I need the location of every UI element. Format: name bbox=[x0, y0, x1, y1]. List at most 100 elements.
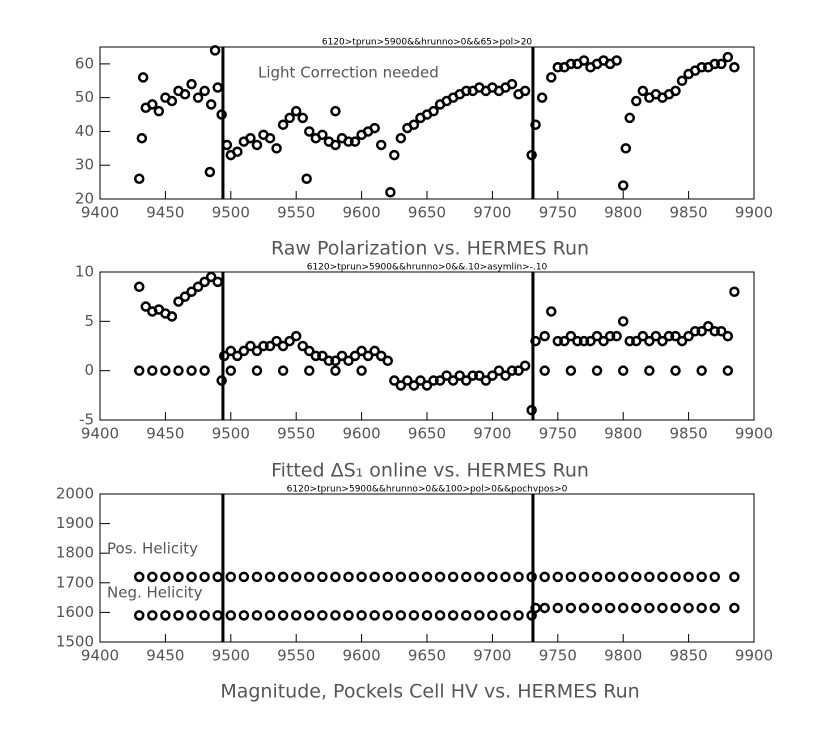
x-tick-label: 9650 bbox=[408, 204, 446, 222]
marker bbox=[375, 139, 387, 151]
marker bbox=[421, 610, 433, 621]
marker bbox=[133, 571, 145, 583]
marker bbox=[317, 610, 328, 621]
x-tick-label: 9400 bbox=[81, 647, 119, 665]
marker bbox=[238, 610, 250, 621]
marker bbox=[232, 146, 243, 157]
marker bbox=[683, 602, 694, 614]
marker bbox=[670, 85, 681, 97]
marker bbox=[209, 45, 221, 56]
marker bbox=[519, 360, 531, 371]
marker bbox=[604, 571, 616, 583]
marker bbox=[447, 375, 459, 386]
marker bbox=[428, 375, 439, 386]
marker bbox=[644, 602, 655, 614]
marker bbox=[317, 350, 328, 362]
y-tick-label: 5 bbox=[84, 312, 94, 330]
marker bbox=[232, 350, 243, 362]
marker bbox=[369, 122, 380, 134]
marker bbox=[441, 370, 452, 381]
marker bbox=[539, 571, 550, 583]
marker bbox=[572, 335, 583, 347]
marker bbox=[385, 186, 396, 198]
marker bbox=[493, 365, 505, 376]
x-tick-label: 9500 bbox=[212, 647, 250, 665]
marker bbox=[559, 335, 570, 347]
marker bbox=[578, 335, 590, 347]
marker bbox=[166, 311, 178, 322]
x-tick-label: 9550 bbox=[277, 204, 315, 222]
marker bbox=[284, 112, 295, 124]
marker bbox=[297, 340, 308, 352]
x-tick-label: 9700 bbox=[473, 647, 511, 665]
x-tick-label: 9650 bbox=[408, 425, 446, 443]
marker bbox=[173, 365, 184, 376]
marker bbox=[271, 335, 282, 347]
marker bbox=[657, 571, 668, 583]
marker bbox=[670, 365, 681, 376]
marker bbox=[565, 602, 577, 614]
marker bbox=[506, 365, 518, 376]
marker bbox=[199, 610, 210, 621]
x-tick-label: 9500 bbox=[212, 425, 250, 443]
marker bbox=[506, 78, 518, 90]
marker bbox=[199, 365, 210, 376]
marker bbox=[330, 610, 341, 621]
marker bbox=[343, 610, 354, 621]
marker bbox=[136, 132, 148, 144]
marker bbox=[474, 610, 485, 621]
marker bbox=[709, 325, 721, 337]
marker bbox=[205, 271, 217, 283]
x-tick-label: 9850 bbox=[670, 425, 708, 443]
x-tick-label: 9800 bbox=[604, 647, 642, 665]
marker bbox=[676, 335, 688, 347]
marker bbox=[402, 375, 413, 386]
marker bbox=[702, 321, 714, 332]
x-tick-label: 9500 bbox=[212, 204, 250, 222]
marker bbox=[173, 571, 184, 583]
y-tick-label: 30 bbox=[75, 156, 94, 174]
marker bbox=[604, 602, 616, 614]
marker bbox=[650, 330, 662, 342]
marker bbox=[323, 355, 335, 367]
marker bbox=[500, 610, 511, 621]
marker bbox=[657, 602, 668, 614]
marker bbox=[277, 610, 289, 621]
marker bbox=[212, 571, 223, 583]
marker bbox=[447, 571, 459, 583]
marker bbox=[264, 132, 276, 144]
marker bbox=[166, 95, 178, 107]
x-axis-caption: Raw Polarization vs. HERMES Run bbox=[271, 238, 589, 260]
marker bbox=[474, 571, 485, 583]
marker bbox=[133, 281, 145, 293]
marker bbox=[271, 143, 282, 154]
marker bbox=[676, 75, 688, 87]
y-tick-label: 1500 bbox=[56, 633, 94, 651]
x-tick-label: 9600 bbox=[343, 647, 381, 665]
marker bbox=[565, 58, 577, 70]
x-tick-label: 9900 bbox=[735, 204, 773, 222]
marker bbox=[179, 89, 191, 100]
marker bbox=[238, 571, 250, 583]
annotation: Light Correction needed bbox=[258, 64, 439, 82]
marker bbox=[683, 330, 694, 342]
marker bbox=[212, 82, 223, 93]
y-tick-label: 50 bbox=[75, 88, 94, 106]
marker bbox=[611, 330, 622, 342]
marker bbox=[578, 55, 590, 66]
marker bbox=[251, 365, 263, 376]
marker bbox=[480, 375, 492, 386]
marker bbox=[696, 325, 707, 337]
marker bbox=[330, 571, 341, 583]
marker bbox=[729, 602, 740, 614]
marker bbox=[657, 335, 668, 347]
marker bbox=[454, 370, 465, 381]
marker bbox=[290, 105, 302, 117]
marker bbox=[460, 375, 472, 386]
marker bbox=[349, 350, 361, 362]
marker bbox=[722, 330, 734, 342]
marker bbox=[500, 370, 511, 381]
marker bbox=[460, 571, 472, 583]
marker bbox=[539, 330, 550, 342]
marker bbox=[729, 286, 740, 297]
